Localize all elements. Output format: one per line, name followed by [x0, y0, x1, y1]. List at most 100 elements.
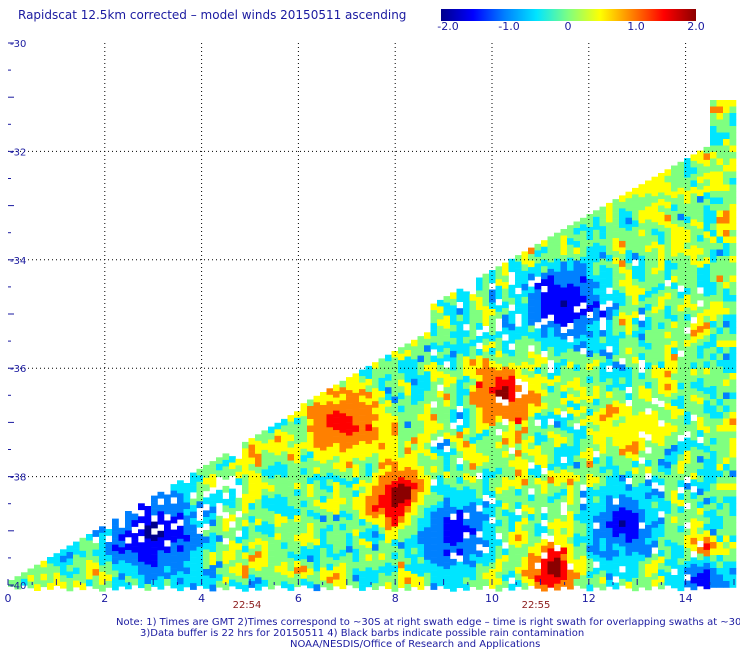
wind-cell: [632, 207, 639, 215]
wind-cell: [729, 366, 737, 374]
wind-cell: [495, 435, 503, 443]
wind-cell: [164, 494, 171, 502]
wind-cell: [456, 529, 464, 536]
wind-cell: [463, 343, 470, 351]
wind-cell: [651, 280, 659, 288]
wind-cell: [521, 303, 529, 311]
wind-cell: [651, 560, 659, 567]
wind-cell: [716, 555, 724, 562]
wind-cell: [339, 582, 347, 590]
wind-cell: [183, 483, 191, 490]
wind-cell: [339, 504, 347, 512]
wind-cell: [716, 197, 724, 205]
wind-cell: [599, 473, 607, 480]
wind-cell: [690, 206, 698, 214]
wind-cell: [229, 566, 236, 574]
wind-cell: [521, 348, 529, 356]
wind-cell: [333, 495, 340, 502]
wind-cell: [456, 288, 464, 296]
wind-cell: [638, 255, 646, 263]
wind-cell: [248, 477, 256, 484]
wind-cell: [716, 301, 724, 309]
wind-cell: [560, 352, 568, 360]
wind-cell: [443, 478, 451, 485]
wind-cell: [365, 469, 373, 477]
wind-cell: [482, 306, 490, 313]
wind-cell: [625, 458, 633, 465]
wind-cell: [619, 390, 626, 398]
wind-cell: [404, 545, 412, 552]
wind-cell: [638, 268, 646, 276]
wind-cell: [118, 553, 126, 561]
wind-cell: [378, 364, 386, 372]
wind-cell: [612, 225, 620, 232]
wind-cell: [645, 544, 652, 552]
wind-cell: [183, 515, 191, 523]
wind-cell: [417, 531, 425, 538]
wind-cell: [619, 377, 626, 385]
wind-cell: [229, 547, 236, 554]
wind-cell: [170, 575, 178, 582]
wind-cell: [313, 525, 321, 533]
wind-cell: [638, 288, 646, 295]
wind-cell: [619, 351, 626, 359]
wind-cell: [716, 321, 724, 328]
wind-cell: [333, 547, 340, 554]
wind-cell: [580, 243, 587, 251]
wind-cell: [690, 394, 698, 402]
wind-cell: [677, 473, 685, 481]
wind-cell: [677, 246, 685, 254]
wind-cell: [651, 183, 659, 190]
wind-cell: [417, 550, 425, 558]
wind-cell: [235, 478, 243, 486]
wind-cell: [560, 385, 568, 392]
wind-cell: [456, 314, 464, 322]
wind-cell: [398, 535, 405, 543]
wind-cell: [697, 534, 704, 541]
wind-cell: [567, 569, 574, 577]
wind-cell: [489, 322, 496, 329]
wind-cell: [723, 321, 730, 328]
wind-cell: [463, 499, 470, 507]
wind-cell: [573, 319, 581, 326]
wind-cell: [443, 510, 451, 518]
wind-cell: [177, 525, 184, 533]
wind-cell: [664, 169, 672, 177]
wind-cell: [651, 573, 659, 580]
wind-cell: [515, 424, 522, 431]
wind-cell: [567, 543, 574, 551]
wind-cell: [716, 490, 724, 497]
wind-cell: [658, 342, 665, 349]
wind-cell: [385, 413, 392, 420]
wind-cell: [404, 493, 412, 500]
wind-cell: [248, 451, 256, 458]
wind-cell: [567, 225, 574, 232]
wind-cell: [222, 550, 230, 558]
wind-cell: [671, 393, 678, 400]
wind-cell: [723, 210, 730, 218]
wind-cell: [86, 566, 93, 574]
wind-cell: [300, 533, 308, 540]
wind-cell: [664, 435, 672, 443]
wind-cell: [508, 492, 516, 500]
wind-cell: [541, 474, 548, 481]
wind-cell: [703, 322, 711, 330]
wind-cell: [417, 433, 425, 441]
wind-cell: [703, 172, 711, 180]
wind-cell: [593, 320, 600, 328]
wind-cell: [86, 547, 93, 554]
wind-cell: [528, 332, 535, 339]
wind-cell: [573, 299, 581, 307]
wind-cell: [684, 197, 691, 204]
wind-cell: [404, 408, 412, 416]
wind-cell: [723, 223, 730, 231]
wind-cell: [476, 355, 483, 363]
wind-cell: [443, 406, 451, 414]
wind-cell: [534, 263, 542, 271]
wind-cell: [502, 282, 509, 289]
wind-cell: [541, 409, 548, 416]
wind-cell: [430, 362, 438, 369]
wind-cell: [294, 489, 301, 497]
wind-cell: [560, 248, 568, 256]
wind-cell: [547, 567, 555, 575]
